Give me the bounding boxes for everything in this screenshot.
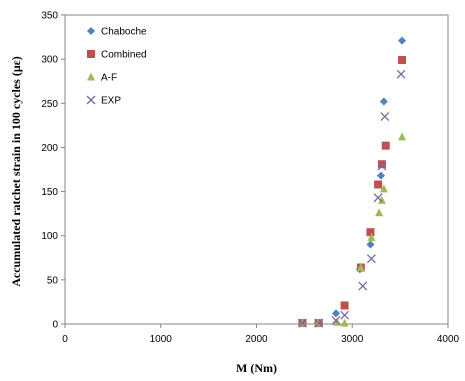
legend-item: Combined — [87, 50, 147, 61]
y-tick-label: 100 — [41, 231, 58, 242]
x-axis-title: M (Nm) — [236, 361, 277, 375]
data-point-triangle — [379, 184, 388, 193]
data-point-triangle — [398, 132, 407, 141]
legend: Chaboche Combined A-F EXP — [86, 27, 147, 107]
legend-label: EXP — [101, 96, 121, 107]
legend-marker-x — [86, 95, 96, 105]
data-point-diamond — [331, 309, 340, 318]
legend-label: Chaboche — [101, 27, 147, 38]
data-point-diamond — [366, 240, 375, 249]
data-point-square — [398, 56, 407, 65]
data-point-x — [340, 310, 350, 320]
plot-area — [64, 14, 449, 325]
data-point-x — [298, 318, 307, 328]
data-point-x — [373, 193, 383, 203]
y-tick-label: 300 — [41, 55, 58, 66]
legend-label: A-F — [101, 73, 117, 84]
data-point-diamond — [379, 97, 388, 106]
data-point-triangle — [375, 208, 384, 217]
x-tick-label: 3000 — [341, 334, 364, 345]
data-point-triangle — [356, 262, 365, 271]
y-tick-label: 150 — [41, 187, 58, 198]
data-marks — [298, 36, 407, 328]
y-tick-label: 350 — [41, 11, 58, 22]
data-point-x — [314, 318, 324, 328]
y-tick-label: 50 — [47, 275, 59, 286]
data-point-x — [331, 316, 341, 325]
data-point-triangle — [340, 318, 349, 327]
data-point-x — [380, 112, 390, 121]
data-point-square — [340, 301, 349, 310]
x-tick-label: 1000 — [150, 334, 173, 345]
data-point-square — [374, 180, 383, 189]
data-point-diamond — [398, 36, 407, 45]
data-point-triangle — [367, 232, 376, 241]
data-point-diamond — [376, 171, 385, 180]
y-axis-title: Accumulated ratchet strain in 100 cycles… — [9, 56, 23, 287]
data-point-x — [366, 254, 376, 264]
y-tick-label: 250 — [41, 99, 58, 110]
legend-item: EXP — [86, 95, 121, 107]
data-point-x — [377, 161, 387, 171]
y-tick-label: 200 — [41, 143, 58, 154]
x-tick-label: 4000 — [437, 334, 460, 345]
y-tick-label: 0 — [52, 320, 58, 331]
legend-marker-triangle — [87, 72, 95, 81]
x-tick-label: 0 — [62, 334, 68, 345]
legend-item: A-F — [87, 72, 117, 84]
data-point-square — [377, 160, 386, 169]
series-exp — [298, 69, 406, 328]
legend-marker-square — [87, 50, 95, 58]
data-point-triangle — [377, 195, 386, 204]
data-point-square — [366, 228, 375, 237]
legend-label: Combined — [101, 50, 147, 61]
data-point-x — [396, 69, 406, 79]
axes: 0 1000 2000 3000 4000 0 50 100 150 200 250 300 350 — [41, 11, 459, 346]
legend-item: Chaboche — [87, 27, 147, 38]
data-point-square — [381, 141, 390, 150]
data-point-x — [358, 281, 368, 291]
plot-frame — [64, 14, 449, 325]
legend-marker-diamond — [87, 27, 95, 35]
x-tick-label: 2000 — [245, 334, 268, 345]
